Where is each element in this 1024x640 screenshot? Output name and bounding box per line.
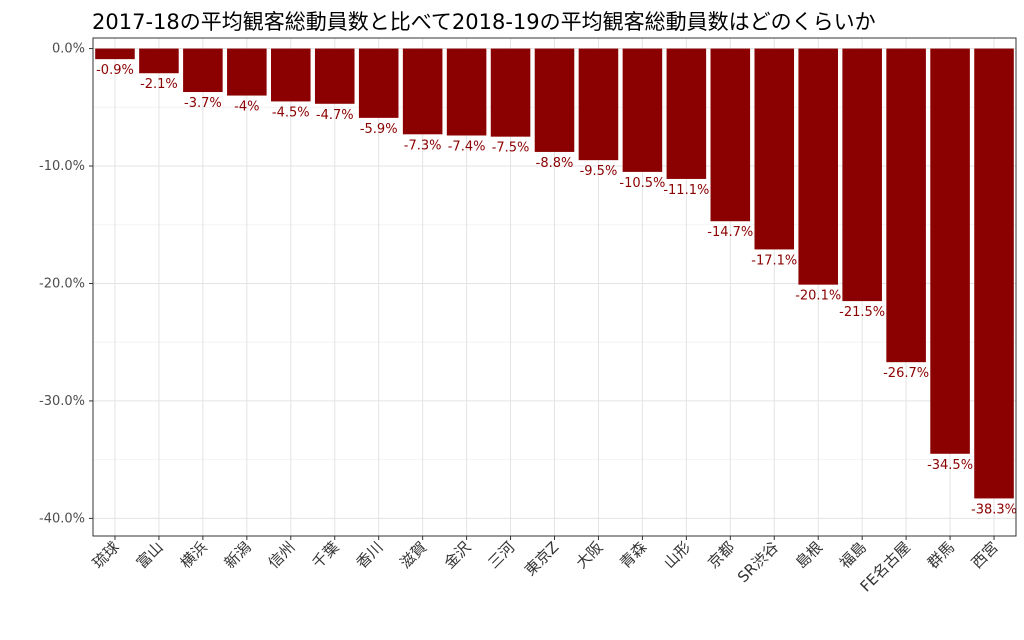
data-label: -20.1% (795, 289, 841, 304)
data-label: -7.4% (448, 139, 486, 154)
data-label: -0.9% (96, 63, 134, 78)
bar (358, 48, 399, 118)
data-label: -5.9% (360, 122, 398, 137)
bar (139, 48, 179, 74)
data-label-layer: -0.9% -2.1% -3.7% -4% -4.5% -4.7% -5.9% -7.3% -7… (96, 63, 1017, 517)
x-tick-label: 琉球 (89, 538, 123, 572)
bar (710, 48, 751, 222)
x-tick-label: SR渋谷 (734, 538, 782, 586)
bar (798, 48, 838, 285)
y-tick-label: -10.0% (39, 159, 85, 174)
bar (446, 48, 487, 136)
data-label: -10.5% (619, 176, 665, 191)
bar (227, 48, 267, 96)
bar (666, 48, 707, 179)
y-tick-label: -20.0% (39, 276, 85, 291)
chart-title: 2017-18の平均観客総動員数と比べて2018-19の平均観客総動員数はどのく… (92, 10, 876, 34)
x-tick-label: 千葉 (309, 538, 343, 572)
x-tick-label: 横浜 (177, 538, 211, 572)
y-tick-label: -30.0% (39, 394, 85, 409)
x-tick-label: 香川 (353, 538, 387, 572)
bar (314, 48, 355, 104)
bar (886, 48, 926, 363)
data-label: -3.7% (184, 96, 222, 111)
data-label: -2.1% (140, 77, 178, 92)
bar (271, 48, 311, 102)
data-label: -11.1% (663, 183, 709, 198)
data-label: -4.7% (316, 108, 354, 123)
x-tick-label: 山形 (660, 538, 694, 572)
data-label: -21.5% (839, 305, 885, 320)
data-label: -7.3% (404, 138, 442, 153)
x-tick-label: 青森 (616, 538, 650, 572)
bar (842, 48, 882, 302)
data-label: -38.3% (971, 502, 1017, 517)
bar (490, 48, 531, 137)
data-label: -34.5% (927, 458, 973, 473)
x-tick-label: 京都 (704, 538, 738, 572)
bar (974, 48, 1014, 499)
data-label: -17.1% (751, 253, 797, 268)
x-tick-label: 福島 (836, 538, 870, 572)
x-tick-label: 群馬 (924, 538, 958, 572)
y-axis: 0.0% -10.0% -20.0% -30.0% -40.0% (39, 42, 93, 526)
x-tick-label: 新潟 (221, 538, 255, 572)
x-tick-label: 滋賀 (397, 538, 431, 572)
data-label: -4% (234, 100, 259, 115)
bar (183, 48, 223, 93)
bar-layer (95, 48, 1014, 499)
x-tick-label: 島根 (792, 538, 826, 572)
x-tick-label: 信州 (265, 538, 299, 572)
bar (534, 48, 575, 152)
bar (578, 48, 619, 161)
x-tick-label: 大阪 (572, 538, 606, 572)
x-tick-label: 西宮 (968, 538, 1002, 572)
x-tick-label: 富山 (133, 538, 167, 572)
bar (930, 48, 970, 454)
data-label: -26.7% (883, 366, 929, 381)
data-label: -9.5% (580, 164, 618, 179)
data-label: -8.8% (536, 156, 574, 171)
data-label: -14.7% (707, 225, 753, 240)
bar (622, 48, 663, 172)
y-tick-label: 0.0% (52, 42, 85, 57)
plot-border (92, 37, 1017, 537)
x-tick-label: 金沢 (440, 538, 474, 572)
x-tick-label: 東京Z (521, 538, 562, 579)
bar (402, 48, 443, 135)
bar (95, 48, 135, 60)
data-label: -7.5% (492, 141, 530, 156)
bar (754, 48, 795, 250)
x-tick-label: 三河 (484, 538, 518, 572)
data-label: -4.5% (272, 105, 310, 120)
y-tick-label: -40.0% (39, 511, 85, 526)
